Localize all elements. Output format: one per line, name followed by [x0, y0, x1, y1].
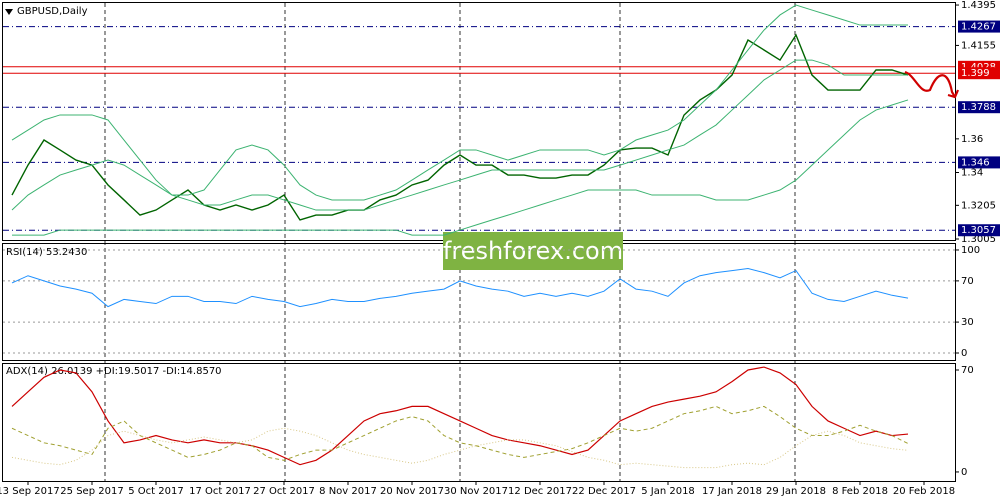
chart-title: GBPUSD,Daily: [17, 6, 88, 17]
level-label: 1.399: [961, 68, 990, 79]
x-tick-label: 5 Oct 2017: [128, 486, 183, 497]
series-line: [11, 366, 909, 466]
series-line: [11, 33, 909, 221]
y-tick-label: 1.3205: [961, 200, 996, 211]
y-tick-label: 1.3005: [961, 234, 996, 245]
watermark-box: [443, 232, 623, 270]
level-label: 1.4267: [961, 22, 996, 33]
symbol-marker: [5, 9, 13, 15]
y-tick-label: 1.4395: [961, 0, 996, 11]
y-tick-label: 70: [961, 276, 974, 287]
x-tick-label: 20 Nov 2017: [380, 486, 444, 497]
level-label-box: [958, 224, 1000, 237]
rsi-title: RSI(14) 53.2430: [6, 247, 87, 258]
y-tick-label: 0: [961, 467, 967, 478]
x-tick-label: 17 Oct 2017: [189, 486, 251, 497]
level-label-box: [958, 67, 1000, 80]
series-line: [11, 59, 908, 211]
x-tick-label: 5 Jan 2018: [641, 486, 695, 497]
level-label-box: [958, 156, 1000, 169]
level-label-box: [958, 20, 1000, 33]
forecast-arrow: [904, 70, 960, 99]
x-tick-label: 27 Oct 2017: [253, 486, 315, 497]
level-label: 1.3788: [961, 102, 996, 113]
series-line: [12, 99, 909, 236]
x-tick-label: 29 Jan 2018: [766, 486, 826, 497]
series-line: [11, 427, 909, 469]
x-tick-label: 17 Jan 2018: [702, 486, 762, 497]
x-tick-label: 12 Dec 2017: [508, 486, 572, 497]
adx-frame: [2, 363, 956, 482]
level-label-box: [958, 101, 1000, 114]
series-line: [11, 4, 908, 201]
x-tick-label: 13 Sep 2017: [0, 486, 60, 497]
x-tick-label: 25 Sep 2017: [60, 486, 123, 497]
y-tick-label: 1.4155: [961, 40, 996, 51]
level-label: 1.346: [961, 157, 990, 168]
adx-title: ADX(14) 26.0139 +DI:19.5017 -DI:14.8570: [6, 366, 222, 377]
x-tick-label: 8 Nov 2017: [319, 486, 377, 497]
x-tick-label: 30 Nov 2017: [444, 486, 508, 497]
y-tick-label: 70: [961, 365, 974, 376]
y-tick-label: 100: [961, 245, 980, 256]
x-tick-label: 8 Feb 2018: [832, 486, 888, 497]
y-tick-label: 1.34: [961, 168, 983, 179]
x-tick-label: 22 Dec 2017: [572, 486, 636, 497]
watermark: freshforex.com: [443, 237, 623, 265]
y-tick-label: 0: [961, 348, 967, 359]
series-line: [11, 268, 909, 308]
x-tick-label: 20 Feb 2018: [893, 486, 955, 497]
level-label: 1.3057: [961, 225, 996, 236]
y-tick-label: 1.36: [961, 134, 983, 145]
y-tick-label: 30: [961, 317, 974, 328]
series-line: [11, 405, 909, 461]
